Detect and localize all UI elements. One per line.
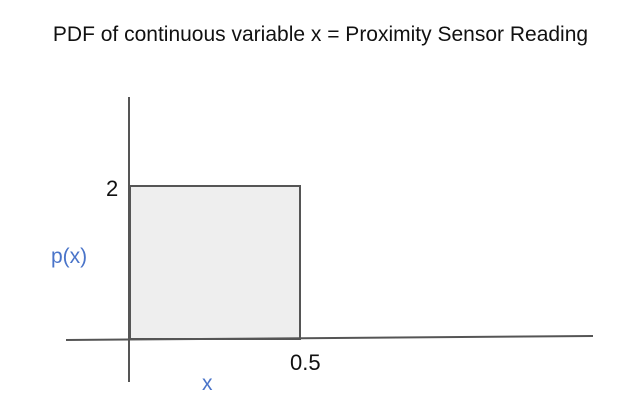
x-tick-label: 0.5 <box>290 350 321 375</box>
x-axis-line <box>65 335 594 341</box>
y-tick-label: 2 <box>106 176 119 201</box>
y-axis-label: p(x) <box>51 245 88 268</box>
uniform-density-box <box>129 185 301 340</box>
x-axis-label: x <box>202 372 213 395</box>
diagram-title: PDF of continuous variable x = Proximity… <box>52 23 589 46</box>
